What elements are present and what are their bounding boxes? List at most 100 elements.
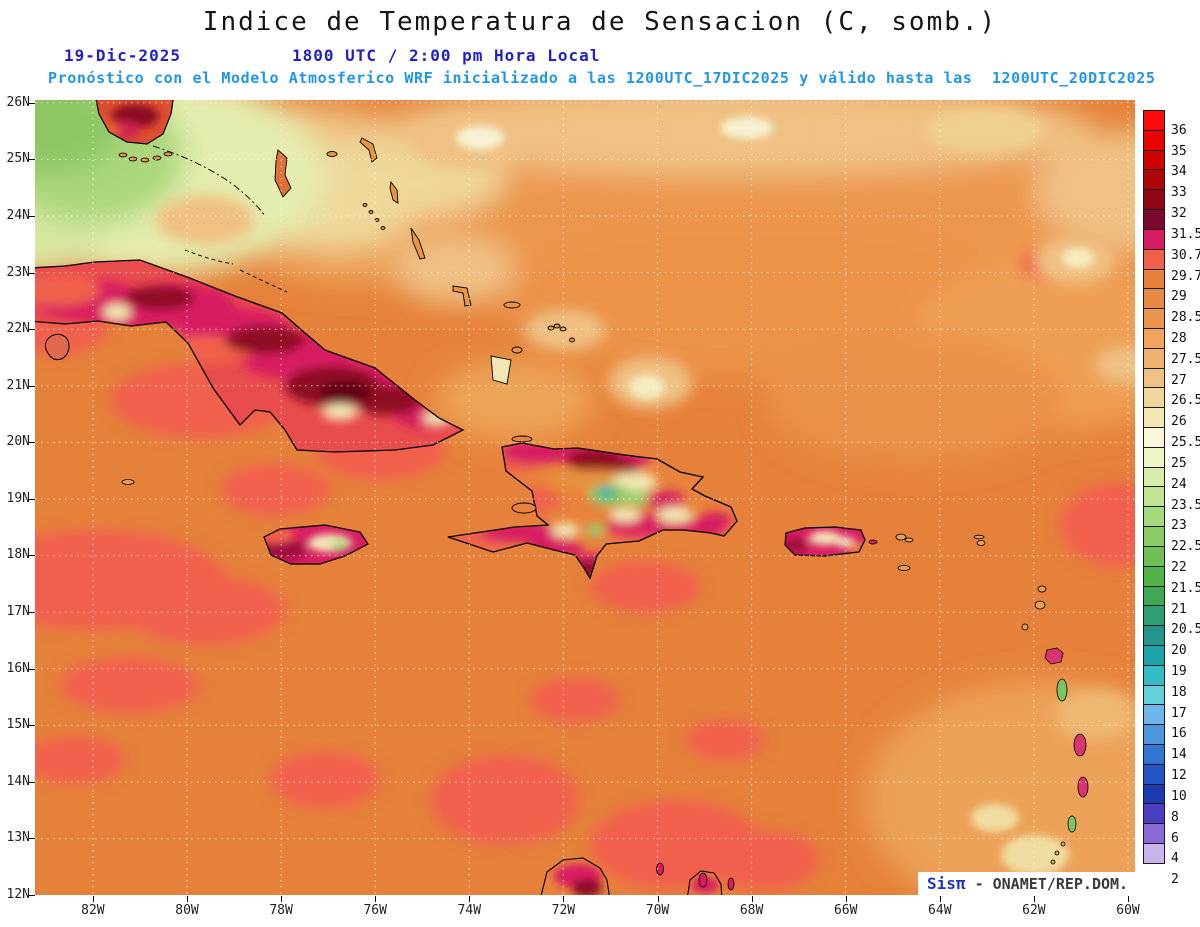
lon-tick bbox=[751, 896, 753, 902]
colorbar-tick-label: 18 bbox=[1171, 684, 1187, 700]
lon-tick bbox=[845, 896, 847, 902]
colorbar-cell bbox=[1143, 783, 1165, 805]
guajira-heat-field bbox=[554, 864, 602, 895]
credit-suffix bbox=[966, 875, 975, 893]
lon-tick-label: 64W bbox=[928, 903, 952, 918]
colorbar-tick-label: 16 bbox=[1171, 726, 1187, 742]
colorbar-tick-label: 25.5 bbox=[1171, 435, 1200, 451]
colorbar-tick-label: 36 bbox=[1171, 122, 1187, 138]
colorbar-cell bbox=[1143, 803, 1165, 825]
credit-box: Sisπ - ONAMET/REP.DOM. bbox=[918, 872, 1138, 895]
lon-tick bbox=[469, 896, 471, 902]
lon-tick-label: 60W bbox=[1116, 903, 1140, 918]
jamaica-heat-field bbox=[264, 527, 352, 560]
lon-tick-label: 74W bbox=[457, 903, 482, 918]
lat-tick-label: 23N bbox=[6, 264, 30, 280]
lon-tick-label: 72W bbox=[551, 903, 576, 918]
colorbar-tick-label: 28.5 bbox=[1171, 310, 1200, 326]
colorbar-cell bbox=[1143, 407, 1165, 428]
colorbar-tick-label: 34 bbox=[1171, 164, 1187, 180]
colorbar-tick-label: 20.5 bbox=[1171, 622, 1200, 638]
colorbar-cell bbox=[1143, 763, 1165, 785]
lat-tick-label: 20N bbox=[6, 434, 30, 450]
colorbar-tick-label: 4 bbox=[1171, 851, 1179, 867]
lat-tick-label: 16N bbox=[6, 660, 30, 676]
colorbar bbox=[1143, 110, 1165, 901]
colorbar-cell bbox=[1143, 585, 1165, 607]
lon-tick-label: 76W bbox=[363, 903, 387, 918]
colorbar-cell bbox=[1143, 367, 1165, 389]
colorbar-tick-label: 20 bbox=[1171, 643, 1187, 659]
colorbar-tick-label: 17 bbox=[1171, 705, 1187, 721]
page-title: Indice de Temperatura de Sensacion (C, s… bbox=[202, 7, 998, 37]
colorbar-cell bbox=[1143, 843, 1165, 864]
colorbar-cell bbox=[1143, 644, 1165, 666]
colorbar-cell bbox=[1143, 347, 1165, 369]
lat-tick-label: 15N bbox=[6, 717, 30, 733]
lon-tick-label: 70W bbox=[645, 903, 670, 918]
forecast-map bbox=[35, 100, 1135, 895]
colorbar-cell bbox=[1143, 387, 1165, 409]
colorbar-tick-label: 31.5 bbox=[1171, 226, 1200, 242]
colorbar-tick-label: 26 bbox=[1171, 414, 1187, 430]
header-time: 1800 UTC / 2:00 pm Hora Local bbox=[292, 46, 601, 65]
header-date: 19-Dic-2025 bbox=[64, 46, 181, 65]
lon-tick-label: 66W bbox=[833, 903, 858, 918]
lon-tick-label: 68W bbox=[739, 903, 764, 918]
colorbar-cell bbox=[1143, 446, 1165, 468]
lat-tick-label: 17N bbox=[6, 604, 30, 620]
colorbar-cell bbox=[1143, 664, 1165, 686]
lat-tick-label: 12N bbox=[6, 886, 30, 902]
lon-tick bbox=[1128, 896, 1129, 902]
colorbar-cell bbox=[1143, 288, 1165, 310]
lon-tick bbox=[563, 896, 565, 902]
colorbar-cell bbox=[1143, 228, 1165, 250]
colorbar-cell bbox=[1143, 169, 1165, 191]
colorbar-tick-label: 19 bbox=[1171, 664, 1187, 680]
colorbar-cell bbox=[1143, 744, 1165, 765]
lon-tick bbox=[281, 896, 283, 902]
colorbar-cell bbox=[1143, 209, 1165, 230]
colorbar-cell bbox=[1143, 704, 1165, 726]
lon-tick bbox=[187, 896, 188, 902]
lat-tick-label: 13N bbox=[6, 830, 30, 846]
bahamas-islands bbox=[274, 137, 575, 385]
colorbar-tick-label: 23 bbox=[1171, 518, 1187, 534]
lon-tick bbox=[92, 896, 94, 902]
lat-tick-label: 26N bbox=[6, 94, 30, 110]
colorbar-cell bbox=[1143, 605, 1165, 627]
colorbar-cell bbox=[1143, 110, 1165, 131]
lat-tick-label: 18N bbox=[6, 547, 30, 563]
colorbar-tick-label: 10 bbox=[1171, 788, 1187, 804]
lon-tick bbox=[375, 896, 377, 902]
colorbar-tick-label: 2 bbox=[1171, 872, 1179, 888]
colorbar-tick-label: 21.5 bbox=[1171, 580, 1200, 596]
colorbar-tick-label: 33 bbox=[1171, 185, 1187, 201]
colorbar-tick-label: 26.5 bbox=[1171, 393, 1200, 409]
colorbar-cell bbox=[1143, 327, 1165, 349]
colorbar-tick-label: 21 bbox=[1171, 601, 1187, 617]
colorbar-cell bbox=[1143, 466, 1165, 488]
lat-tick bbox=[29, 894, 35, 896]
colorbar-tick-label: 35 bbox=[1171, 143, 1187, 159]
colorbar-cell bbox=[1143, 427, 1165, 448]
colorbar-cell bbox=[1143, 823, 1165, 845]
colorbar-cell bbox=[1143, 129, 1165, 151]
colorbar-cell bbox=[1143, 248, 1165, 270]
lon-tick-label: 62W bbox=[1022, 903, 1046, 918]
credit-text: - ONAMET/REP.DOM. bbox=[974, 875, 1129, 893]
tortuga-island bbox=[511, 435, 533, 443]
colorbar-cell bbox=[1143, 189, 1165, 211]
colorbar-tick-label: 23.5 bbox=[1171, 497, 1200, 513]
colorbar-tick-label: 27 bbox=[1171, 372, 1187, 388]
gridlines bbox=[35, 100, 1135, 895]
lat-tick-label: 14N bbox=[6, 773, 30, 789]
colorbar-cell bbox=[1143, 545, 1165, 567]
colorbar-cell bbox=[1143, 625, 1165, 646]
lat-tick-label: 25N bbox=[6, 151, 30, 167]
credit-brand: Sisπ bbox=[927, 874, 966, 893]
colorbar-tick-label: 27.5 bbox=[1171, 351, 1200, 367]
colorbar-cell bbox=[1143, 308, 1165, 329]
colorbar-tick-label: 22 bbox=[1171, 559, 1187, 575]
